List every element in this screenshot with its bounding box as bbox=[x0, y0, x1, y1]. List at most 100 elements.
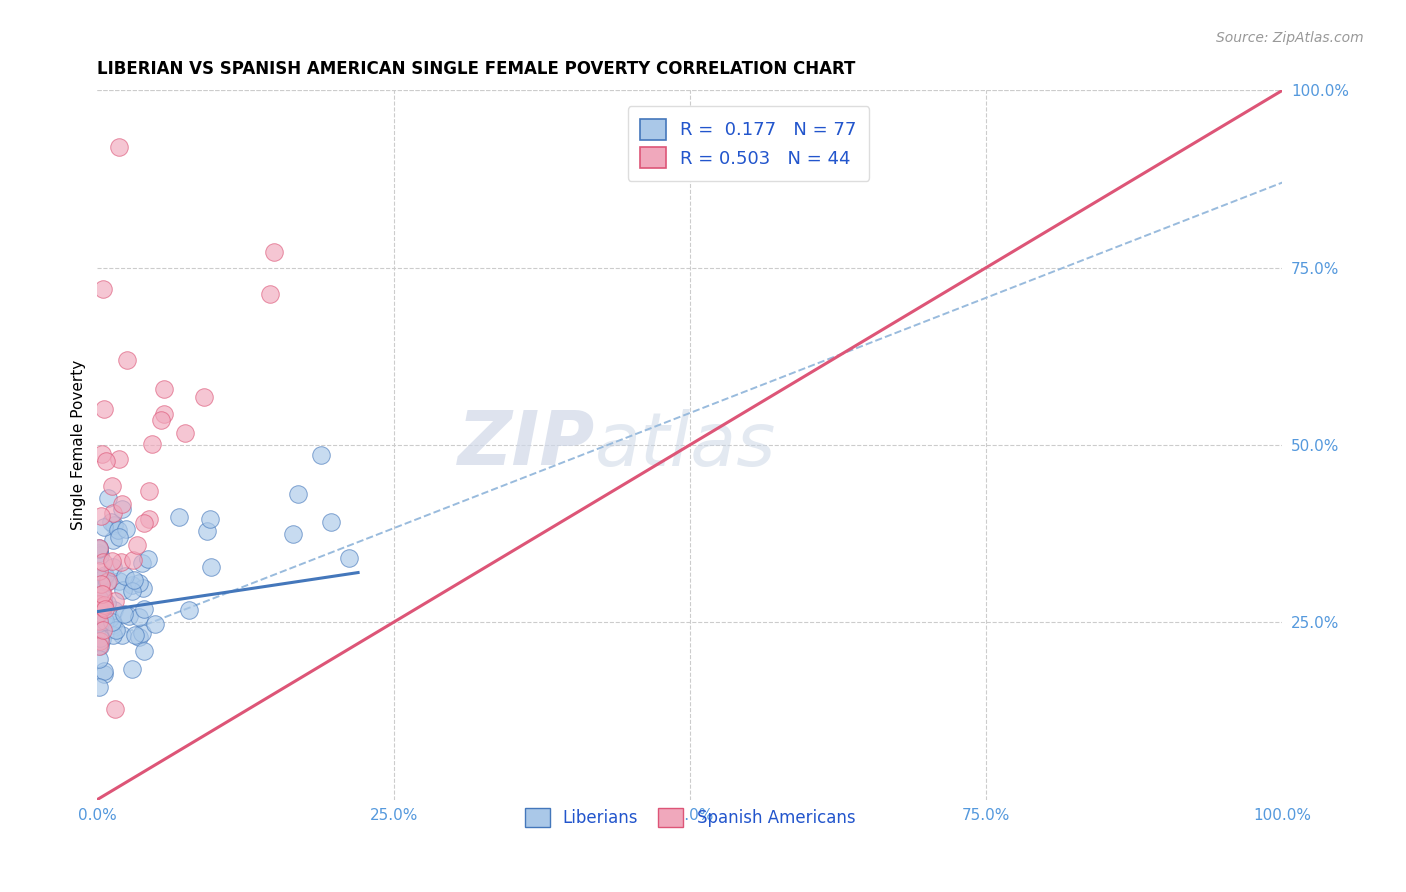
Point bbox=[87, 564, 110, 578]
Point bbox=[89, 549, 111, 563]
Point bbox=[87, 681, 110, 695]
Point bbox=[107, 531, 129, 545]
Point bbox=[121, 584, 143, 599]
Point bbox=[136, 552, 159, 566]
Point bbox=[118, 609, 141, 624]
Point bbox=[167, 510, 190, 524]
Point bbox=[153, 407, 176, 421]
Point bbox=[124, 628, 146, 642]
Point bbox=[131, 557, 153, 571]
Point bbox=[104, 594, 127, 608]
Point bbox=[259, 286, 281, 301]
Point bbox=[114, 569, 136, 583]
Point bbox=[111, 582, 134, 597]
Point bbox=[87, 595, 110, 609]
Point bbox=[128, 610, 150, 624]
Text: LIBERIAN VS SPANISH AMERICAN SINGLE FEMALE POVERTY CORRELATION CHART: LIBERIAN VS SPANISH AMERICAN SINGLE FEMA… bbox=[97, 60, 856, 78]
Point bbox=[96, 454, 118, 468]
Point bbox=[103, 702, 125, 716]
Point bbox=[93, 519, 115, 533]
Point bbox=[96, 574, 118, 589]
Legend: Liberians, Spanish Americans: Liberians, Spanish Americans bbox=[517, 801, 862, 834]
Point bbox=[103, 533, 125, 547]
Point bbox=[91, 447, 114, 461]
Point bbox=[87, 616, 110, 631]
Point bbox=[107, 140, 129, 154]
Point bbox=[121, 577, 143, 591]
Point bbox=[195, 524, 218, 538]
Point bbox=[141, 437, 163, 451]
Point bbox=[107, 452, 129, 467]
Point bbox=[93, 402, 115, 417]
Point bbox=[111, 628, 134, 642]
Point bbox=[107, 524, 129, 538]
Point bbox=[125, 538, 148, 552]
Point bbox=[198, 512, 221, 526]
Point bbox=[132, 644, 155, 658]
Point bbox=[121, 552, 143, 566]
Point bbox=[100, 554, 122, 568]
Point bbox=[263, 244, 285, 259]
Point bbox=[200, 560, 222, 574]
Point bbox=[309, 448, 332, 462]
Text: ZIP: ZIP bbox=[458, 409, 595, 482]
Point bbox=[89, 573, 111, 587]
Point bbox=[103, 506, 125, 520]
Point bbox=[89, 632, 111, 646]
Point bbox=[112, 607, 135, 622]
Point bbox=[287, 487, 309, 501]
Point bbox=[131, 626, 153, 640]
Point bbox=[173, 426, 195, 441]
Point bbox=[101, 615, 124, 629]
Point bbox=[281, 527, 304, 541]
Point bbox=[124, 573, 146, 587]
Point bbox=[91, 587, 114, 601]
Point bbox=[93, 591, 115, 605]
Point bbox=[93, 665, 115, 679]
Point bbox=[96, 597, 118, 611]
Point bbox=[87, 541, 110, 556]
Point bbox=[90, 594, 112, 608]
Point bbox=[87, 570, 110, 584]
Point bbox=[91, 623, 114, 637]
Point bbox=[89, 606, 111, 620]
Point bbox=[87, 546, 110, 560]
Point bbox=[94, 570, 117, 584]
Point bbox=[101, 479, 124, 493]
Point bbox=[132, 516, 155, 531]
Point bbox=[93, 598, 115, 612]
Point bbox=[108, 574, 131, 589]
Point bbox=[89, 639, 111, 653]
Point bbox=[153, 382, 176, 396]
Point bbox=[89, 633, 111, 648]
Point bbox=[87, 624, 110, 638]
Point bbox=[101, 560, 124, 574]
Text: atlas: atlas bbox=[595, 409, 776, 481]
Point bbox=[90, 508, 112, 523]
Point bbox=[94, 567, 117, 582]
Point bbox=[193, 390, 215, 404]
Point bbox=[101, 618, 124, 632]
Point bbox=[111, 502, 134, 516]
Point bbox=[91, 621, 114, 635]
Point bbox=[91, 282, 114, 296]
Point bbox=[87, 615, 110, 629]
Point bbox=[91, 600, 114, 615]
Point bbox=[131, 582, 153, 596]
Y-axis label: Single Female Poverty: Single Female Poverty bbox=[72, 359, 86, 530]
Point bbox=[105, 623, 128, 637]
Point bbox=[87, 541, 110, 555]
Text: Source: ZipAtlas.com: Source: ZipAtlas.com bbox=[1216, 31, 1364, 45]
Point bbox=[87, 652, 110, 666]
Point bbox=[90, 590, 112, 604]
Point bbox=[128, 575, 150, 590]
Point bbox=[149, 413, 172, 427]
Point bbox=[97, 574, 120, 588]
Point bbox=[100, 611, 122, 625]
Point bbox=[103, 518, 125, 533]
Point bbox=[94, 570, 117, 584]
Point bbox=[90, 632, 112, 647]
Point bbox=[337, 550, 360, 565]
Point bbox=[138, 484, 160, 499]
Point bbox=[89, 639, 111, 653]
